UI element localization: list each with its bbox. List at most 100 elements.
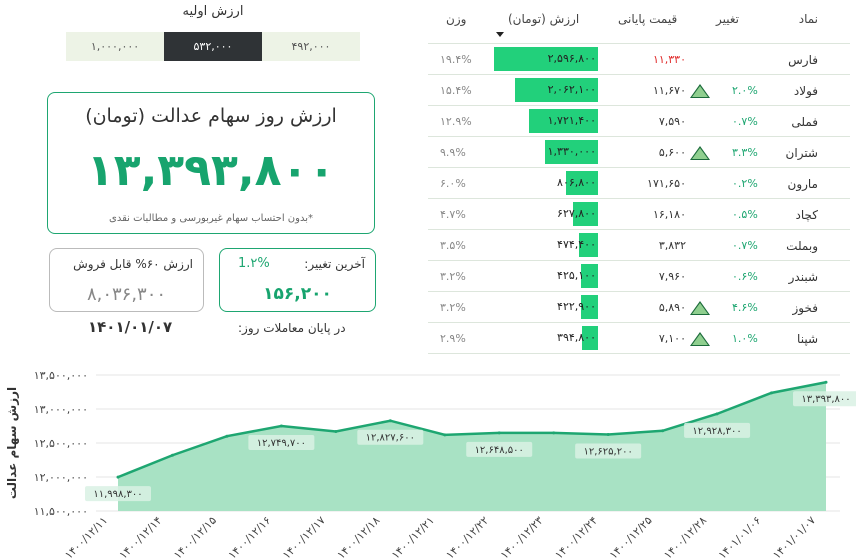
row-weight: ۶.۰% [440,177,466,190]
value-bar-fill [572,202,598,226]
table-row[interactable]: فارس ۱۱,۳۳۰ ۲,۵۹۶,۸۰۰ ۱۹.۴% [428,44,850,75]
row-symbol[interactable]: وبملت [786,238,818,253]
daily-value-amount: ۱۳,۳۹۳,۸۰۰ [86,145,336,196]
sellable-value-card: ارزش ۶۰% قابل فروش ۸,۰۳۶,۳۰۰ [49,248,204,312]
data-label: ۱۲,۶۴۸,۵۰۰ [475,445,524,456]
row-value: ۴۷۴,۴۰۰ [557,238,596,251]
sellable-value-amount: ۸,۰۳۶,۳۰۰ [86,284,167,305]
data-label-bg [793,391,856,407]
data-label: ۱۲,۷۴۹,۷۰۰ [257,438,306,449]
row-up-arrow-icon [690,323,710,354]
row-value: ۲,۵۹۶,۸۰۰ [547,52,596,65]
table-row[interactable]: وبملت ۰.۷% ۳,۸۳۲ ۴۷۴,۴۰۰ ۳.۵% [428,230,850,261]
data-point [824,380,828,384]
row-final-price: ۵,۶۰۰ [658,146,686,159]
row-value: ۳۹۴,۸۰۰ [557,331,596,344]
table-row[interactable]: شپنا ۱.۰% ۷,۱۰۰ ۳۹۴,۸۰۰ ۲.۹% [428,323,850,354]
table-row[interactable]: شتران ۳.۳% ۵,۶۰۰ ۱,۳۳۰,۰۰۰ ۹.۹% [428,137,850,168]
value-bar-fill [529,109,598,133]
row-final-price: ۷,۹۶۰ [658,270,686,283]
table-row[interactable]: فولاد ۲.۰% ۱۱,۶۷۰ ۲,۰۶۲,۱۰۰ ۱۵.۴% [428,75,850,106]
y-tick-label: ۱۲,۵۰۰,۰۰۰ [34,437,88,450]
data-point [770,391,774,395]
value-bar-fill [578,233,598,257]
sort-desc-icon [496,32,504,37]
y-tick-label: ۱۲,۰۰۰,۰۰۰ [34,471,88,484]
row-change: ۳.۳% [732,146,758,159]
table-row[interactable]: فخوز ۴.۶% ۵,۸۹۰ ۴۲۲,۹۰۰ ۳.۲% [428,292,850,323]
header-final-price[interactable]: قیمت پایانی [618,12,678,26]
row-symbol[interactable]: فارس [788,52,818,67]
value-bar-fill [581,295,598,319]
row-value: ۶۲۷,۸۰۰ [557,207,596,220]
header-weight[interactable]: وزن [446,12,467,26]
data-point [443,433,447,437]
row-up-arrow-icon [690,75,710,106]
row-symbol[interactable]: فملی [791,114,818,129]
initial-value-option-492000[interactable]: ۴۹۲,۰۰۰ [262,32,360,61]
data-point [225,434,229,438]
row-change: ۰.۵% [732,208,758,221]
y-tick-label: ۱۱,۵۰۰,۰۰۰ [34,505,88,518]
y-tick-label: ۱۳,۰۰۰,۰۰۰ [34,403,88,416]
data-point [334,429,338,433]
value-bar-fill [565,171,598,195]
row-change: ۴.۶% [732,301,758,314]
row-change: ۰.۲% [732,177,758,190]
row-value-bar: ۶۲۷,۸۰۰ [494,202,598,226]
row-weight: ۲.۹% [440,332,466,345]
data-point [715,412,719,416]
row-symbol[interactable]: شتران [785,145,818,160]
data-label: ۱۲,۶۲۵,۲۰۰ [583,446,632,457]
header-value[interactable]: ارزش (تومان) [508,12,580,26]
row-change: ۰.۷% [732,115,758,128]
header-change[interactable]: تغییر [716,12,739,26]
data-point [552,431,556,435]
table-row[interactable]: فملی ۰.۷% ۷,۵۹۰ ۱,۷۲۱,۴۰۰ ۱۲.۹% [428,106,850,137]
row-final-price: ۵,۸۹۰ [658,301,686,314]
row-final-price: ۳,۸۳۲ [658,239,686,252]
row-value-bar: ۴۷۴,۴۰۰ [494,233,598,257]
table-row[interactable]: شبندر ۰.۶% ۷,۹۶۰ ۴۲۵,۱۰۰ ۳.۲% [428,261,850,292]
row-weight: ۱۲.۹% [440,115,472,128]
sellable-value-label: ارزش ۶۰% قابل فروش [73,257,193,271]
data-label-bg [684,422,751,438]
row-final-price: ۱۱,۶۷۰ [652,84,686,97]
data-point [170,453,174,457]
row-value: ۲,۰۶۲,۱۰۰ [547,83,596,96]
value-bar-fill [515,78,598,102]
x-tick-label: ۱۴۰۰/۱۲/۲۸ [661,514,709,559]
x-tick-label: ۱۴۰۱/۰۱/۰۷ [770,514,818,559]
row-weight: ۱۹.۴% [440,53,472,66]
row-symbol[interactable]: فخوز [792,300,818,315]
row-final-price: ۷,۱۰۰ [658,332,686,345]
x-tick-label: ۱۴۰۰/۱۲/۱۴ [117,514,165,559]
row-value: ۴۲۲,۹۰۰ [557,300,596,313]
row-weight: ۳.۲% [440,301,466,314]
table-row[interactable]: مارون ۰.۲% ۱۷۱,۶۵۰ ۸۰۶,۸۰۰ ۶.۰% [428,168,850,199]
x-tick-label: ۱۴۰۰/۱۲/۱۸ [335,514,383,559]
initial-value-selector: ۱,۰۰۰,۰۰۰ ۵۳۲,۰۰۰ ۴۹۲,۰۰۰ [66,32,360,61]
row-final-price: ۱۱,۳۳۰ [652,53,686,66]
row-symbol[interactable]: کچاد [795,207,818,222]
data-label: ۱۳,۳۹۳,۸۰۰ [801,394,850,405]
row-symbol[interactable]: شبندر [788,269,818,284]
row-up-arrow-icon [690,137,710,168]
table-row[interactable]: کچاد ۰.۵% ۱۶,۱۸۰ ۶۲۷,۸۰۰ ۴.۷% [428,199,850,230]
row-value-bar: ۳۹۴,۸۰۰ [494,326,598,350]
row-value-bar: ۲,۵۹۶,۸۰۰ [494,47,598,71]
row-symbol[interactable]: مارون [787,176,819,191]
initial-value-option-532000[interactable]: ۵۳۲,۰۰۰ [164,32,262,61]
initial-value-option-1000000[interactable]: ۱,۰۰۰,۰۰۰ [66,32,164,61]
daily-value-note: *بدون احتساب سهام غیربورسی و مطالبات نقد… [109,213,313,224]
x-tick-label: ۱۴۰۰/۱۲/۲۱ [389,514,437,559]
initial-value-title: ارزش اولیه [182,4,244,19]
row-symbol[interactable]: فولاد [793,83,818,98]
header-symbol[interactable]: نماد [798,12,818,26]
data-label-bg [466,441,533,457]
last-change-card: آخرین تغییر: 1.۲% ۱۵۶,۲۰۰ [219,248,376,312]
row-symbol[interactable]: شپنا [797,331,818,346]
row-value: ۸۰۶,۸۰۰ [557,176,596,189]
y-axis-label: ارزش سهام عدالت [5,387,20,499]
row-value-bar: ۴۲۵,۱۰۰ [494,264,598,288]
